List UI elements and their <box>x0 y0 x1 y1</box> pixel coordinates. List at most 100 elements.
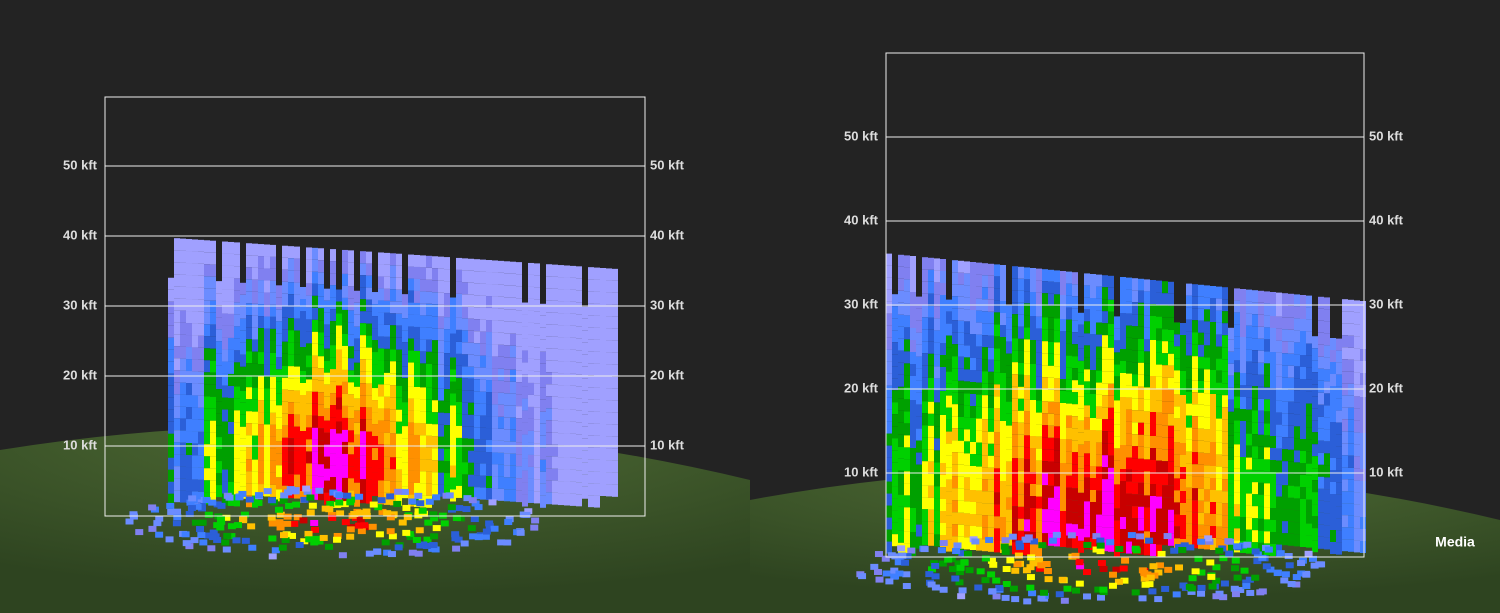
echo-cell <box>1330 350 1336 362</box>
echo-cell <box>168 337 174 350</box>
echo-cell <box>1234 456 1240 469</box>
echo-cell <box>1198 512 1204 525</box>
ground-echo <box>894 559 903 566</box>
ground-echo <box>414 492 423 499</box>
echo-cell <box>1090 430 1096 442</box>
echo-cell <box>192 467 198 480</box>
echo-cell <box>1186 319 1192 332</box>
echo-cell <box>988 515 994 528</box>
echo-cell <box>1006 389 1012 402</box>
echo-cell <box>276 321 282 334</box>
echo-cell <box>976 286 982 299</box>
echo-cell <box>910 436 916 448</box>
echo-cell <box>516 310 522 323</box>
echo-cell <box>384 336 390 349</box>
echo-cell <box>264 328 270 341</box>
echo-cell <box>1294 366 1300 379</box>
echo-cell <box>1144 519 1150 532</box>
echo-cell <box>330 429 336 442</box>
echo-cell <box>294 414 300 427</box>
echo-cell <box>222 493 228 506</box>
echo-cell <box>1198 476 1204 489</box>
echo-cell <box>1150 376 1156 388</box>
ground-echo <box>319 534 328 541</box>
echo-cell <box>1312 348 1318 361</box>
echo-cell <box>354 458 360 471</box>
echo-cell <box>1096 358 1102 371</box>
radar-echo-right <box>856 253 1366 605</box>
ground-echo <box>1188 575 1197 582</box>
echo-cell <box>922 353 928 366</box>
echo-cell <box>928 317 934 330</box>
echo-cell <box>384 420 390 433</box>
echo-cell <box>294 378 300 391</box>
echo-cell <box>288 342 294 355</box>
echo-cell <box>1114 484 1120 497</box>
echo-cell <box>1294 294 1300 307</box>
echo-cell <box>1012 302 1018 315</box>
echo-cell <box>228 337 234 350</box>
echo-cell <box>378 288 384 301</box>
ground-echo <box>408 549 417 556</box>
echo-cell <box>336 385 342 398</box>
echo-cell <box>282 365 288 378</box>
echo-cell <box>516 358 522 371</box>
echo-cell <box>552 300 558 313</box>
echo-cell <box>1144 483 1150 496</box>
echo-cell <box>282 257 288 270</box>
echo-cell <box>552 264 558 277</box>
echo-cell <box>1318 320 1324 333</box>
echo-cell <box>222 265 228 278</box>
echo-cell <box>486 488 492 501</box>
echo-cell <box>1216 442 1222 455</box>
echo-cell <box>444 437 450 450</box>
echo-cell <box>594 279 600 292</box>
echo-cell <box>1030 448 1036 460</box>
echo-cell <box>1036 472 1042 485</box>
echo-cell <box>1300 427 1306 439</box>
echo-cell <box>1138 410 1144 423</box>
echo-cell <box>168 301 174 314</box>
echo-cell <box>934 366 940 379</box>
echo-cell <box>1042 461 1048 474</box>
echo-cell <box>558 265 564 278</box>
ground-echo <box>321 505 330 512</box>
echo-cell <box>1354 504 1360 517</box>
echo-cell <box>910 496 916 508</box>
echo-cell <box>522 350 528 363</box>
ground-echo <box>1281 571 1290 578</box>
echo-cell <box>450 417 456 430</box>
echo-cell <box>916 308 922 321</box>
ground-echo <box>468 497 477 504</box>
echo-cell <box>612 412 618 425</box>
echo-cell <box>958 332 964 345</box>
echo-cell <box>252 375 258 388</box>
echo-cell <box>456 449 462 462</box>
echo-cell <box>1360 517 1366 529</box>
echo-cell <box>1054 474 1060 487</box>
echo-cell <box>432 400 438 413</box>
echo-cell <box>1216 370 1222 383</box>
echo-cell <box>1252 314 1258 327</box>
ground-echo <box>1042 560 1051 567</box>
ground-echo <box>1317 561 1326 568</box>
echo-cell <box>1042 353 1048 366</box>
echo-cell <box>994 432 1000 445</box>
echo-cell <box>528 490 534 503</box>
echo-cell <box>1150 412 1156 424</box>
echo-cell <box>1096 478 1102 491</box>
echo-cell <box>336 337 342 350</box>
echo-cell <box>1234 408 1240 421</box>
echo-cell <box>276 489 282 502</box>
echo-cell <box>1180 347 1186 359</box>
echo-cell <box>294 354 300 367</box>
echo-cell <box>1000 445 1006 457</box>
echo-cell <box>1210 310 1216 322</box>
echo-cell <box>988 467 994 480</box>
echo-cell <box>1048 341 1054 354</box>
echo-cell <box>1030 352 1036 364</box>
echo-cell <box>1036 328 1042 341</box>
ground-echo <box>1146 574 1155 581</box>
echo-cell <box>1150 508 1156 520</box>
echo-cell <box>1192 404 1198 417</box>
